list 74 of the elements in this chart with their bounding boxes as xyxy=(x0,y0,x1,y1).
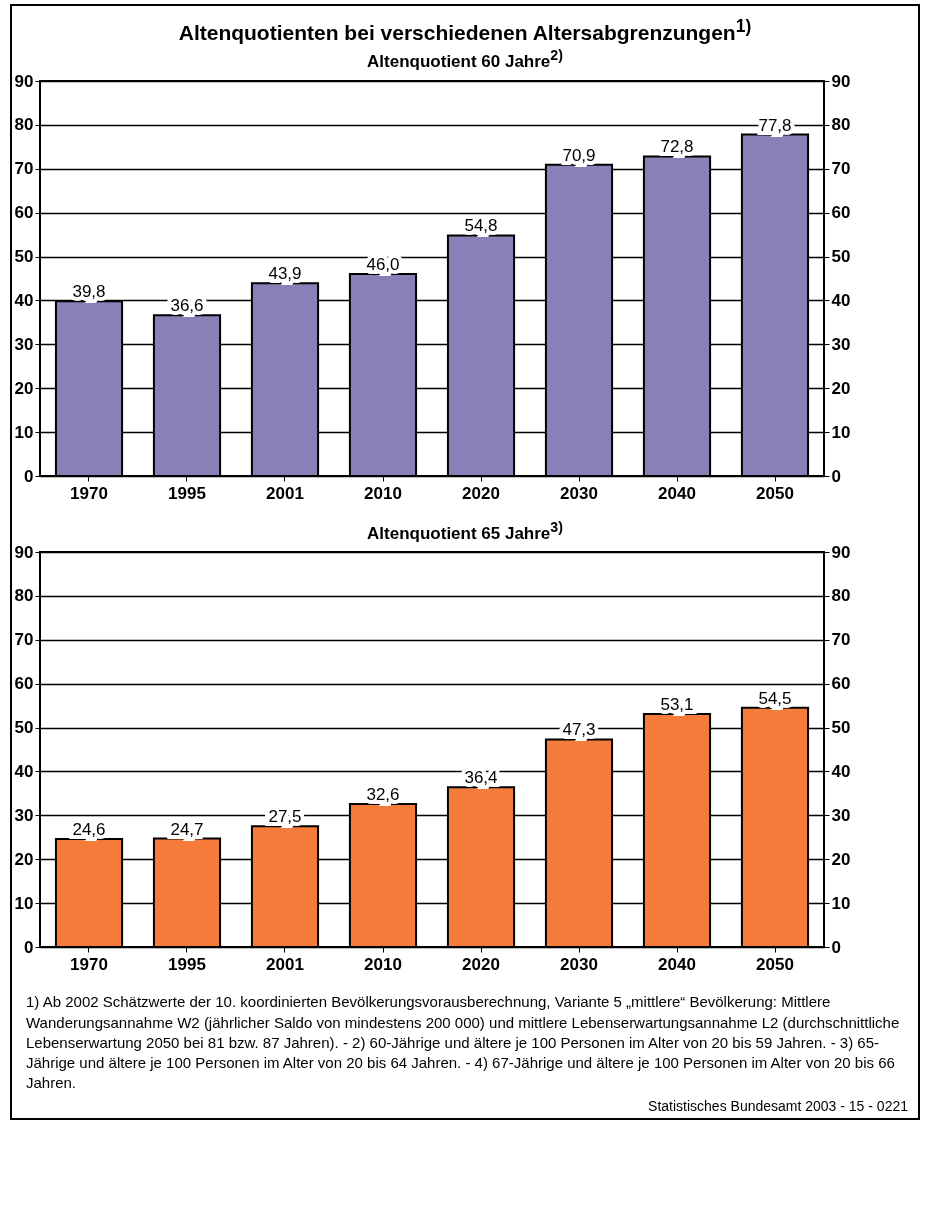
data-label: 43,9 xyxy=(268,263,302,283)
y2-tick-label: 40 xyxy=(831,762,851,782)
chart-title: Altenquotient 65 Jahre$^{3)}$ xyxy=(366,518,564,544)
chart-subtitle: Altenquotient 60 Jahre$^{2)}$ xyxy=(366,47,564,72)
x-tick-label: 2010 xyxy=(364,483,402,503)
y2-tick-label: 60 xyxy=(831,202,851,222)
x-tick-label: 2010 xyxy=(364,954,402,974)
x-tick-label: 2050 xyxy=(756,483,794,503)
y2-tick-label: 50 xyxy=(831,718,851,738)
x-tick-label: 1970 xyxy=(70,954,108,974)
data-label: 53,1 xyxy=(660,695,694,715)
x-tick-label: 2001 xyxy=(266,954,304,974)
y-tick-label: 60 xyxy=(14,674,34,694)
y-tick-label: 60 xyxy=(14,202,34,222)
y2-tick-label: 30 xyxy=(831,806,851,826)
data-label: 24,6 xyxy=(72,820,106,840)
y2-tick-label: 80 xyxy=(831,586,851,606)
y2-tick-label: 80 xyxy=(831,115,851,135)
y-tick-label: 20 xyxy=(14,850,34,870)
y-tick-label: 50 xyxy=(14,246,34,266)
y2-tick-label: 30 xyxy=(831,334,851,354)
data-label: 32,6 xyxy=(366,785,400,805)
y2-tick-label: 50 xyxy=(831,246,851,266)
data-label: 39,8 xyxy=(72,281,106,301)
data-label: 24,7 xyxy=(170,819,204,839)
data-label: 54,5 xyxy=(758,689,792,709)
x-tick-label: 1995 xyxy=(168,954,206,974)
y-tick-label: 30 xyxy=(14,806,34,826)
x-tick-label: 2020 xyxy=(462,483,500,503)
x-tick-label: 2030 xyxy=(560,483,598,503)
data-label: 72,8 xyxy=(660,137,694,157)
x-tick-label: 1970 xyxy=(70,483,108,503)
x-tick-label: 2040 xyxy=(658,954,696,974)
data-label: 36,6 xyxy=(170,296,204,316)
data-label: 70,9 xyxy=(562,145,596,165)
y2-tick-label: 20 xyxy=(831,378,851,398)
text: 1) Ab 2002 Schätzwerte der 10. koordinierten Bevölkerungsvorausberechnung, Variante 5 „mittlere“ Bevölkerung: Mittlere Wanderungsannahme W2 (jährlicher Saldo von mindestens 200 000) und mittlere Lebenserwartungsannahme L2 (durchschnittliche Lebenserwartung 2050 bei 81 bzw. 87 Jahren). - 2) 60-Jährige und ältere je 100 Personen im Alter von 20 bis 59 Jahren. - 3) 65-Jährige und ältere je 100 Personen im Alter von 20 bis 64 Jahren. - 4) 67-Jährige und ältere je 100 Personen im Alter von 20 bis 66 Jahren. xyxy=(26,992,901,1094)
y2-tick-label: 10 xyxy=(831,422,851,442)
y-tick-label: 90 xyxy=(14,71,34,91)
x-tick-label: 1995 xyxy=(168,483,206,503)
text: Statistisches Bundesamt 2003 - 15 - 0221 xyxy=(647,1097,908,1114)
x-tick-label: 2001 xyxy=(266,483,304,503)
y-tick-label: 40 xyxy=(14,762,34,782)
y2-tick-label: 20 xyxy=(831,850,851,870)
y-tick-label: 50 xyxy=(14,718,34,738)
data-label: 46,0 xyxy=(366,254,400,274)
y-tick-label: 0 xyxy=(24,466,34,486)
x-tick-label: 2020 xyxy=(462,954,500,974)
data-label: 54,8 xyxy=(464,216,498,236)
y-tick-label: 70 xyxy=(14,158,34,178)
data-label: 36,4 xyxy=(464,768,498,788)
y-tick-label: 30 xyxy=(14,334,34,354)
y2-tick-label: 90 xyxy=(831,71,851,91)
y2-tick-label: 40 xyxy=(831,290,851,310)
y2-tick-label: 90 xyxy=(831,542,851,562)
y-tick-label: 10 xyxy=(14,893,34,913)
y2-tick-label: 70 xyxy=(831,158,851,178)
x-tick-label: 2040 xyxy=(658,483,696,503)
y-tick-label: 10 xyxy=(14,422,34,442)
y-tick-label: 80 xyxy=(14,586,34,606)
y2-tick-label: 0 xyxy=(831,937,841,957)
y2-tick-label: 0 xyxy=(831,466,841,486)
y-tick-label: 40 xyxy=(14,290,34,310)
y2-tick-label: 10 xyxy=(831,893,851,913)
x-tick-label: 2030 xyxy=(560,954,598,974)
chart-title: Altenquotienten bei verschiedenen Altersabgrenzungen$^{1)}$ xyxy=(177,16,753,45)
y-tick-label: 20 xyxy=(14,378,34,398)
y-tick-label: 80 xyxy=(14,115,34,135)
x-tick-label: 2050 xyxy=(756,954,794,974)
y-tick-label: 70 xyxy=(14,630,34,650)
y-tick-label: 0 xyxy=(24,937,34,957)
y2-tick-label: 60 xyxy=(831,674,851,694)
y-tick-label: 90 xyxy=(14,542,34,562)
y2-tick-label: 70 xyxy=(831,630,851,650)
